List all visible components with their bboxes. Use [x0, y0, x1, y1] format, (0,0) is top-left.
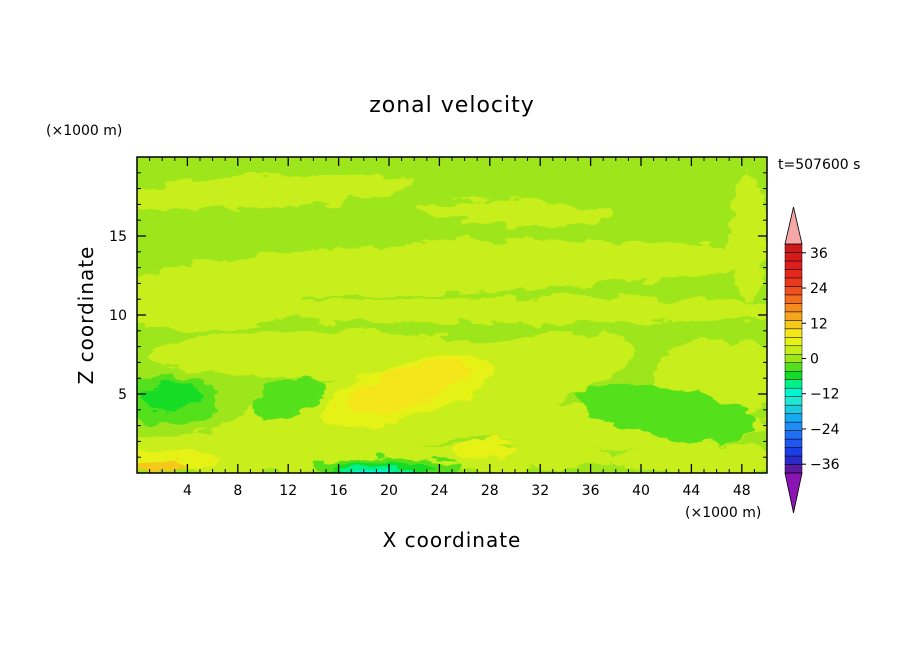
colorbar-segment [784, 421, 803, 431]
x-axis-label: X coordinate [383, 528, 522, 552]
colorbar: −36 −24 −12 0 12 24 36 [784, 206, 840, 514]
y-tick-label: 10 [109, 308, 127, 324]
colorbar-segment [784, 243, 803, 253]
colorbar-segment [784, 252, 803, 262]
time-label: t=507600 s [778, 157, 860, 173]
colorbar-segment [784, 438, 803, 448]
x-tick-label: 48 [733, 483, 751, 499]
contour-region [704, 403, 755, 436]
colorbar-segment [784, 404, 803, 414]
colorbar-over-arrow [784, 206, 803, 245]
colorbar-segment [784, 260, 803, 270]
x-tick-label: 32 [531, 483, 549, 499]
contour-region [162, 297, 767, 323]
colorbar-segment [784, 447, 803, 457]
colorbar-segment [784, 464, 803, 474]
colorbar-tick-label: 24 [810, 281, 828, 297]
contour-region [729, 172, 767, 300]
colorbar-tick-label: 0 [810, 352, 819, 368]
contour-field [137, 157, 767, 473]
y-axis: 5 10 15 [109, 172, 767, 458]
colorbar-under-arrow [784, 472, 803, 514]
y-tick-label: 15 [109, 229, 127, 245]
x-tick-label: 44 [682, 483, 700, 499]
colorbar-segment [784, 328, 803, 338]
x-tick-label: 24 [430, 483, 448, 499]
contour-region [251, 378, 325, 419]
colorbar-segment [784, 294, 803, 304]
x-tick-label: 12 [279, 483, 297, 499]
colorbar-tick-label: 12 [810, 316, 828, 332]
colorbar-segment [784, 277, 803, 287]
y-tick-label: 5 [118, 387, 127, 403]
contour-region [615, 442, 767, 473]
colorbar-segment [784, 396, 803, 406]
colorbar-segment [784, 455, 803, 465]
colorbar-segment [784, 370, 803, 380]
x-tick-label: 8 [233, 483, 242, 499]
contour-region [142, 382, 203, 412]
x-tick-label: 40 [632, 483, 650, 499]
x-tick-label: 20 [380, 483, 398, 499]
colorbar-tick-label: −24 [810, 422, 840, 438]
colorbar-segment [784, 387, 803, 397]
colorbar-segment [784, 379, 803, 389]
x-axis: 4 8 12 16 20 24 28 32 36 40 44 48 [149, 157, 755, 499]
contour-region [137, 174, 414, 210]
contour-region [137, 267, 301, 331]
x-unit-label: (×1000 m) [685, 505, 761, 521]
colorbar-tick-label: 36 [810, 246, 828, 262]
chart-title: zonal velocity [369, 93, 535, 118]
contour-region [414, 199, 616, 226]
colorbar-segment [784, 413, 803, 423]
colorbar-segment [784, 354, 803, 363]
x-tick-label: 36 [582, 483, 600, 499]
colorbar-segment [784, 320, 803, 330]
x-tick-label: 28 [481, 483, 499, 499]
contour-region [452, 439, 515, 459]
contour-region [137, 458, 188, 473]
colorbar-segment [784, 345, 803, 355]
colorbar-segment [784, 269, 803, 279]
colorbar-segment [784, 286, 803, 296]
y-axis-label: Z coordinate [74, 246, 98, 385]
colorbar-segment [784, 362, 803, 372]
colorbar-segment [784, 430, 803, 440]
colorbar-tick-label: −36 [810, 457, 840, 473]
colorbar-segment [784, 337, 803, 347]
colorbar-tick-label: −12 [810, 387, 840, 403]
colorbar-segment [784, 311, 803, 321]
contour-region [149, 240, 755, 295]
x-tick-label: 4 [183, 483, 192, 499]
contour-region [347, 361, 469, 415]
y-unit-label: (×1000 m) [46, 123, 122, 139]
colorbar-segment [784, 303, 803, 313]
x-tick-label: 16 [330, 483, 348, 499]
